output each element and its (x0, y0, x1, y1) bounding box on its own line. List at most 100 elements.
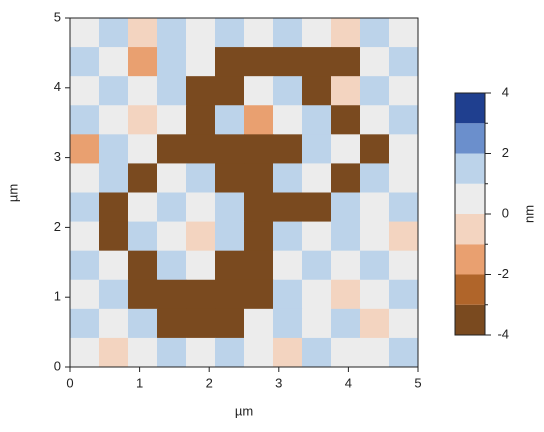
heatmap-cell (157, 337, 187, 368)
heatmap-cell (215, 18, 245, 48)
heatmap-cell (360, 337, 390, 368)
heatmap-cell (215, 192, 245, 223)
heatmap-cell (244, 250, 274, 281)
colorbar-band (455, 123, 485, 154)
heatmap-cell (99, 337, 129, 368)
heatmap-cell (244, 18, 274, 48)
heatmap-cell (244, 134, 274, 164)
heatmap-cell (360, 76, 390, 106)
heatmap-cell (128, 105, 158, 135)
heatmap-cell (70, 250, 100, 281)
heatmap-cell (70, 337, 100, 368)
heatmap-cell (186, 163, 216, 193)
heatmap-cell (331, 308, 361, 339)
heatmap-cell (70, 221, 100, 252)
heatmap-cell (360, 308, 390, 339)
heatmap-cell (302, 221, 332, 252)
x-tick-label: 0 (66, 375, 73, 390)
heatmap-cell (186, 76, 216, 106)
heatmap-cell (302, 337, 332, 368)
heatmap-cell (70, 192, 100, 223)
heatmap-cell (128, 76, 158, 106)
heatmap-cell (360, 192, 390, 223)
heatmap-cell (215, 279, 245, 310)
x-tick-label: 4 (345, 375, 352, 390)
heatmap-cell (244, 105, 274, 135)
heatmap-cell (273, 76, 303, 106)
heatmap-cell (99, 134, 129, 164)
heatmap-cell (331, 250, 361, 281)
heatmap-cell (389, 221, 419, 252)
heatmap-cell (215, 134, 245, 164)
colorbar-band (455, 244, 485, 275)
heatmap-cell (360, 47, 390, 77)
y-tick-label: 4 (54, 79, 61, 94)
heatmap-cell (302, 279, 332, 310)
colorbar-band (455, 304, 485, 335)
plot-frame (69, 17, 419, 368)
heatmap-cell (302, 250, 332, 281)
heatmap-cell (389, 192, 419, 223)
x-tick-label: 1 (136, 375, 143, 390)
x-tick-label: 2 (206, 375, 213, 390)
x-tick-label: 3 (275, 375, 282, 390)
heatmap-cell (186, 337, 216, 368)
heatmap-cell (389, 47, 419, 77)
heatmap-cell (99, 308, 129, 339)
heatmap-cell (360, 279, 390, 310)
heatmap-cell (157, 279, 187, 310)
heatmap-cell (360, 250, 390, 281)
heatmap-cell (273, 279, 303, 310)
colorbar-band (455, 214, 485, 245)
heatmap-cell (360, 105, 390, 135)
heatmap-cell (273, 163, 303, 193)
heatmap-cell (186, 105, 216, 135)
heatmap-cell (215, 250, 245, 281)
heatmap-cell (128, 134, 158, 164)
heatmap-cell (70, 279, 100, 310)
heatmap-cell (128, 192, 158, 223)
heatmap-cell (186, 18, 216, 48)
heatmap-cell (157, 47, 187, 77)
heatmap-cell (389, 279, 419, 310)
heatmap-cell (302, 105, 332, 135)
heatmap-cell (215, 221, 245, 252)
heatmap-cell (389, 18, 419, 48)
heatmap-cell (99, 250, 129, 281)
heatmap-cell (157, 163, 187, 193)
heatmap-cell (331, 47, 361, 77)
heatmap-cell (273, 221, 303, 252)
colorbar-label: nm (521, 205, 536, 223)
heatmap-cell (186, 47, 216, 77)
heatmap-cell (331, 134, 361, 164)
heatmap-cell (99, 279, 129, 310)
heatmap-cell (244, 279, 274, 310)
heatmap-cell (215, 76, 245, 106)
y-tick-label: 2 (54, 219, 61, 234)
heatmap-cell (99, 47, 129, 77)
heatmap-cell (99, 192, 129, 223)
colorbar-tick-label: 0 (502, 205, 509, 220)
heatmap-cell (360, 221, 390, 252)
heatmap-cell (389, 337, 419, 368)
heatmap-cell (302, 308, 332, 339)
heatmap-cell (273, 337, 303, 368)
heatmap-cell (302, 18, 332, 48)
heatmap-cell (273, 134, 303, 164)
x-tick-label: 5 (414, 375, 421, 390)
x-axis-label: µm (235, 403, 253, 418)
colorbar-band (455, 153, 485, 184)
heatmap-cell (389, 163, 419, 193)
heatmap-cell (360, 134, 390, 164)
heatmap-cell (128, 250, 158, 281)
colorbar-tick-label: -4 (497, 326, 509, 341)
heatmap-cell (186, 221, 216, 252)
heatmap-cell (244, 163, 274, 193)
heatmap-cell (244, 308, 274, 339)
heatmap-cell (128, 163, 158, 193)
heatmap-cell (389, 134, 419, 164)
heatmap-cell (302, 192, 332, 223)
heatmap-cell (186, 308, 216, 339)
heatmap-cell (302, 47, 332, 77)
